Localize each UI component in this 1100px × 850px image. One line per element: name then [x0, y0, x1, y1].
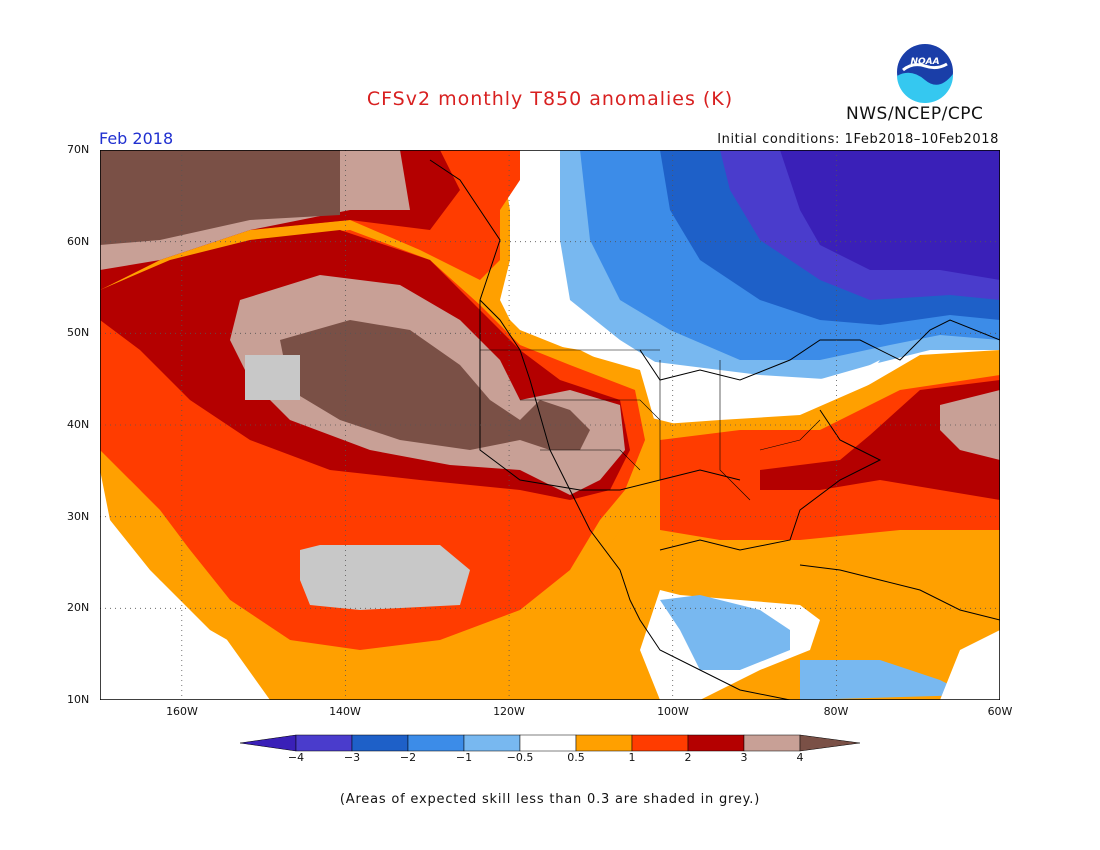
lat-label: 50N: [67, 326, 90, 339]
initial-conditions: Initial conditions: 1Feb2018–10Feb2018: [717, 132, 999, 147]
skill-footnote: (Areas of expected skill less than 0.3 a…: [339, 792, 761, 807]
colorbar-segment: [575, 734, 633, 752]
lon-label: 60W: [987, 705, 1013, 718]
colorbar-label: 2: [684, 751, 692, 764]
lat-label: 60N: [67, 235, 90, 248]
lat-label: 20N: [67, 601, 90, 614]
colorbar-segment: [743, 734, 801, 752]
colorbar-segment: [240, 734, 297, 752]
colorbar-label: −3: [343, 751, 361, 764]
lon-label: 120W: [493, 705, 525, 718]
colorbar-segment: [351, 734, 409, 752]
agency-label: NWS/NCEP/CPC: [846, 104, 984, 124]
lon-label: 140W: [329, 705, 361, 718]
lat-label: 70N: [67, 143, 90, 156]
lon-label: 100W: [657, 705, 689, 718]
lon-label: 80W: [823, 705, 849, 718]
colorbar-segment: [407, 734, 465, 752]
lat-label: 10N: [67, 693, 90, 706]
colorbar: [240, 734, 860, 752]
colorbar-label: −0.5: [506, 751, 534, 764]
map-title: CFSv2 monthly T850 anomalies (K): [366, 88, 734, 110]
svg-text:NOAA: NOAA: [910, 57, 939, 67]
colorbar-segment: [631, 734, 689, 752]
colorbar-label: 1: [628, 751, 636, 764]
anomaly-map: [100, 150, 1000, 700]
colorbar-label: −2: [399, 751, 417, 764]
forecast-month: Feb 2018: [99, 129, 174, 148]
colorbar-label: −4: [287, 751, 305, 764]
colorbar-label: 0.5: [567, 751, 585, 764]
colorbar-label: 3: [740, 751, 748, 764]
colorbar-segment: [463, 734, 521, 752]
colorbar-segment: [519, 734, 577, 752]
colorbar-segment: [295, 734, 353, 752]
colorbar-label: 4: [796, 751, 804, 764]
noaa-logo: NOAA: [895, 42, 955, 104]
lon-label: 160W: [166, 705, 198, 718]
lat-label: 30N: [67, 510, 90, 523]
colorbar-segment: [687, 734, 745, 752]
colorbar-segment: [799, 734, 860, 752]
lat-label: 40N: [67, 418, 90, 431]
colorbar-label: −1: [455, 751, 473, 764]
